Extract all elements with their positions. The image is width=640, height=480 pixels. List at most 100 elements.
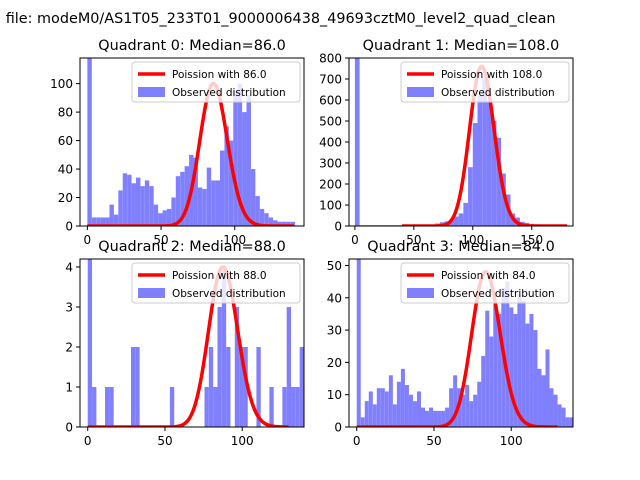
y-axis: 0 100 200 300 400 500 600 700 800 [319, 52, 349, 234]
panel-title: Quadrant 3: Median=84.0 [367, 239, 555, 255]
histogram-bar [529, 313, 534, 427]
histogram-bar [429, 407, 434, 427]
legend-box [131, 262, 301, 304]
histogram-bars [356, 259, 573, 427]
histogram-bar [388, 375, 393, 427]
histogram-bar [290, 221, 296, 226]
histogram-bar [242, 112, 247, 226]
legend-box [400, 61, 570, 103]
histogram-bar [234, 307, 240, 427]
histogram-bar [400, 368, 405, 427]
legend: Poission with 84.0 Observed distribution [400, 262, 570, 304]
histogram-bar [392, 404, 397, 427]
histogram-bar [206, 167, 212, 226]
histogram-bar [408, 394, 413, 427]
x-tick-label: 50 [157, 434, 172, 448]
panel-title: Quadrant 2: Median=88.0 [98, 239, 286, 255]
histogram-bar [517, 294, 522, 427]
histogram-bar [561, 407, 566, 427]
histogram-bar [372, 404, 377, 427]
histogram-bar [291, 387, 296, 427]
axes-frame [79, 258, 305, 428]
quadrant-2-panel: 0 50 100 0 1 2 3 4 Quadrant 2: Median=88.0 Poissi… [65, 239, 305, 448]
histogram-bar [449, 388, 454, 427]
y-tick-label: 40 [58, 163, 73, 177]
legend-label-observed: Observed distribution [172, 87, 286, 99]
histogram-bar [496, 137, 502, 226]
histogram-bar [468, 167, 473, 226]
histogram-bar [445, 407, 450, 427]
histogram-bar [501, 173, 506, 226]
histogram-bar [228, 140, 234, 226]
histogram-bar [384, 391, 389, 427]
x-tick-label: 100 [231, 434, 254, 448]
histogram-bar [233, 90, 238, 226]
histogram-bar [557, 404, 562, 427]
histogram-bar [184, 166, 190, 226]
x-tick-label: 0 [351, 233, 359, 247]
histogram-bars [87, 259, 304, 427]
histogram-bar [356, 259, 361, 427]
histogram-bar [273, 220, 278, 226]
histogram-bar [376, 388, 381, 427]
axes-frame [79, 57, 305, 227]
quadrant-0-panel: 0 50 100 0 20 40 60 80 100 Quadrant 0: Median=86.… [50, 38, 305, 247]
histogram-bar [412, 401, 417, 427]
histogram-bar [486, 102, 492, 226]
histogram-bar [493, 304, 498, 427]
legend-label-observed: Observed distribution [172, 288, 286, 300]
histogram-bar [122, 173, 128, 226]
histogram-bar [565, 417, 570, 427]
quadrant-1-panel: 0 50 100 150 0 100 200 300 400 500 600 700 800 Quadra… [319, 38, 574, 247]
histogram-bar [453, 375, 458, 427]
histogram-bar [469, 401, 474, 427]
histogram-bar [465, 385, 470, 427]
panel-title: Quadrant 0: Median=86.0 [98, 38, 286, 54]
histogram-bar [158, 213, 163, 226]
y-axis: 0 20 40 60 80 100 [50, 77, 80, 234]
x-axis: 0 50 100 [353, 427, 523, 448]
y-tick-label: 30 [327, 324, 342, 338]
histogram-bar [100, 217, 106, 226]
figure-suptitle: n file: modeM0/AS1T05_233T01_9000006438_… [0, 11, 556, 27]
histogram-bar [458, 213, 464, 226]
histogram-bar [281, 221, 287, 226]
y-axis: 0 1 2 3 4 [65, 261, 80, 435]
histogram-bar [162, 210, 167, 226]
legend-label-observed: Observed distribution [441, 288, 555, 300]
histogram-bar [541, 375, 546, 427]
histogram-bar [250, 169, 256, 226]
histogram-bar [497, 313, 502, 427]
histogram-bar [513, 313, 518, 427]
histogram-bar [441, 410, 446, 427]
histogram-bar [193, 157, 198, 226]
y-tick-label: 500 [319, 115, 342, 129]
histogram-bar [433, 410, 438, 427]
histogram-bar [545, 349, 550, 427]
y-tick-label: 20 [58, 191, 73, 205]
legend-bar-swatch [407, 87, 434, 97]
histogram-bar [477, 95, 483, 226]
poisson-curve [356, 270, 558, 427]
histogram-bar [87, 58, 92, 226]
histogram-bar [109, 387, 114, 427]
quadrant-3-panel: 0 50 100 0 10 20 30 40 50 Quadrant 3: Median=84.0… [327, 239, 574, 448]
x-tick-label: 0 [84, 434, 92, 448]
histogram-bar [92, 387, 97, 427]
poisson-curve [87, 81, 294, 226]
histogram-bar [286, 221, 291, 226]
x-tick-label: 100 [461, 233, 484, 247]
y-tick-label: 600 [319, 94, 342, 108]
histogram-bar [130, 347, 136, 427]
histogram-bar [463, 202, 469, 226]
x-tick-label: 100 [500, 434, 523, 448]
histogram-bar [485, 310, 490, 427]
x-tick-label: 0 [84, 233, 92, 247]
x-tick-label: 50 [426, 434, 441, 448]
x-tick-label: 150 [520, 233, 543, 247]
histogram-bar [553, 394, 558, 427]
histogram-bar [175, 176, 181, 226]
histogram-bar [208, 347, 214, 427]
histogram-bar [166, 208, 172, 226]
